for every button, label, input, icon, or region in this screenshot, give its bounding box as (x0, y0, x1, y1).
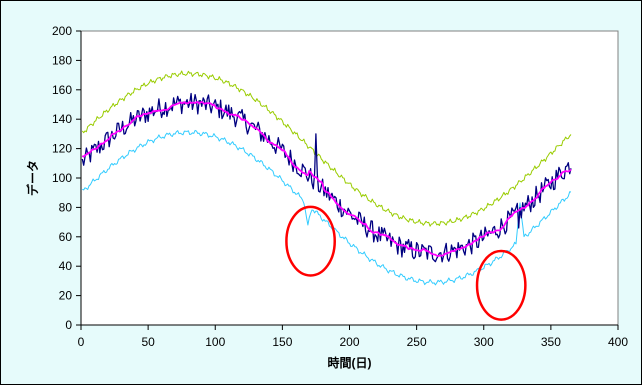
x-tick-label: 50 (141, 335, 155, 349)
x-axis-title: 時間(日) (328, 355, 372, 370)
anomaly-circle-1 (285, 205, 336, 277)
anomaly-circle-2 (475, 249, 527, 321)
x-tick-label: 350 (541, 335, 561, 349)
y-axis-title: データ (25, 160, 40, 196)
x-tick-label: 250 (407, 335, 427, 349)
y-tick-label: 40 (59, 259, 73, 273)
series-upper-line (81, 70, 572, 227)
series-layer (81, 70, 572, 286)
x-tick-label: 400 (608, 335, 628, 349)
y-tick-label: 160 (52, 83, 72, 97)
y-tick-label: 140 (52, 112, 72, 126)
x-tick-label: 0 (78, 335, 85, 349)
x-tick-label: 150 (272, 335, 292, 349)
annotation-layer (285, 205, 527, 321)
y-tick-label: 80 (59, 200, 73, 214)
plot-area (80, 30, 619, 326)
series-lower-line (82, 129, 572, 286)
y-tick-label: 180 (52, 53, 72, 67)
y-tick-label: 60 (59, 230, 73, 244)
x-tick-label: 300 (474, 335, 494, 349)
x-axis: 0 50 100 150 200 250 300 350 400 (78, 324, 628, 349)
y-tick-label: 20 (59, 289, 73, 303)
y-tick-label: 0 (65, 318, 72, 332)
y-tick-label: 120 (52, 142, 72, 156)
y-tick-label: 200 (52, 24, 72, 38)
y-tick-label: 100 (52, 171, 72, 185)
x-tick-label: 200 (339, 335, 359, 349)
y-axis: 0 20 40 60 80 100 120 140 160 180 200 (52, 24, 82, 332)
x-tick-label: 100 (205, 335, 225, 349)
series-observed-line (81, 92, 572, 263)
series-smoothed-line (81, 100, 572, 257)
